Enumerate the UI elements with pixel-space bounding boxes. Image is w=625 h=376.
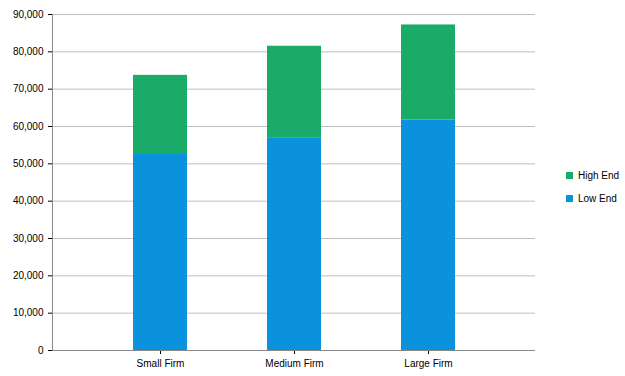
svg-text:70,000: 70,000 <box>13 83 44 94</box>
svg-text:50,000: 50,000 <box>13 158 44 169</box>
html-text:High End: High End <box>578 170 620 181</box>
svg-text:Medium Firm: Medium Firm <box>265 358 323 369</box>
svg-text:20,000: 20,000 <box>13 270 44 281</box>
html-text:Low End: Low End <box>578 193 617 204</box>
svg-text:90,000: 90,000 <box>13 9 44 20</box>
svg-text:10,000: 10,000 <box>13 307 44 318</box>
svg-text:Large Firm: Large Firm <box>404 358 452 369</box>
svg-text:0: 0 <box>38 345 44 356</box>
svg-text:30,000: 30,000 <box>13 233 44 244</box>
svg-text:80,000: 80,000 <box>13 46 44 57</box>
svg-text:Small Firm: Small Firm <box>137 358 185 369</box>
svg-text:60,000: 60,000 <box>13 121 44 132</box>
svg-text:40,000: 40,000 <box>13 195 44 206</box>
